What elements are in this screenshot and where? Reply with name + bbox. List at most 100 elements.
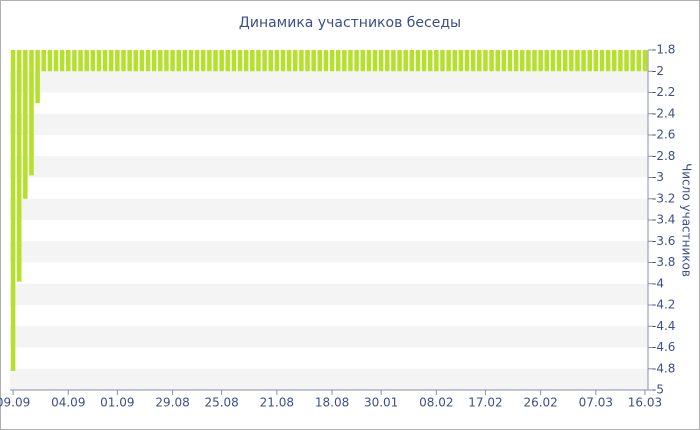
bar [262,50,267,72]
bar [231,50,237,72]
bar [562,50,568,72]
x-tick-label: 26.02 [523,396,557,410]
bar [544,50,550,72]
bar [501,50,507,72]
bar [268,50,273,72]
bar [305,50,310,72]
bar [274,50,280,72]
x-tick-label: 07.03 [579,396,613,410]
bar [115,50,120,72]
bar [385,50,390,72]
bar [421,50,427,72]
x-tick-label: 25.08 [204,396,238,410]
bar [10,50,16,371]
bar [207,50,212,72]
y-tick-label: -3.8 [652,255,675,269]
bar [335,50,341,72]
bar [323,50,329,72]
y-tick-label: -4.8 [652,361,675,375]
y-tick-label: -3.4 [652,213,675,227]
x-tick-label: 18.08 [315,396,349,410]
y-tick-label: -5 [652,383,664,397]
x-tick-label: 17.02 [468,396,502,410]
bar [452,50,458,72]
bar [556,50,562,72]
bar [121,50,126,72]
bar [458,50,464,72]
bar [23,50,28,199]
bar [29,50,34,176]
bar [219,50,224,72]
bar [470,50,476,72]
bar [427,50,433,72]
x-tick-label: 09.09 [0,396,30,410]
grid-band [10,113,648,135]
bar [618,50,623,72]
bar [164,50,169,72]
bar [225,50,231,72]
bar [415,50,421,72]
bar [624,50,629,72]
bar [587,50,592,72]
x-tick-label: 16.03 [628,396,662,410]
bar [96,50,102,72]
bar [569,50,574,72]
bar [593,50,599,72]
bar [397,50,402,72]
bar [526,50,531,72]
y-tick-label: -3.6 [652,234,675,248]
bar [483,50,488,72]
y-axis-label: Число участников [680,163,694,277]
bar [84,50,89,72]
chart-title: Динамика участников беседы [239,15,461,31]
y-tick-label: -2.8 [652,149,675,163]
bar [507,50,513,72]
bar [176,50,181,72]
bar [440,50,445,72]
y-tick-label: -1.8 [652,43,675,57]
bar [59,50,65,72]
bar [550,50,556,72]
bar [317,50,323,72]
x-tick-label: 21.08 [260,396,294,410]
bar [151,50,157,72]
grid-band [10,156,648,178]
bar [342,50,347,72]
bar [182,50,188,72]
bar [348,50,353,72]
grid-band [10,241,648,263]
bar [66,50,71,72]
bar [47,50,53,72]
bar [158,50,163,72]
bar [360,50,366,72]
bar [286,50,292,72]
bar [292,50,298,72]
y-tick-label: -3 [652,170,664,184]
y-tick-label: -2.6 [652,128,675,142]
bar [519,50,525,72]
bar [464,50,470,72]
bar [280,50,286,72]
bar [642,50,648,72]
grid-band [10,71,648,93]
bar [605,50,611,72]
bar [194,50,200,72]
bar [256,50,261,72]
x-tick-label: 30.01 [364,396,398,410]
y-tick-label: -4.6 [652,340,675,354]
x-tick-label: 01.09 [100,396,134,410]
x-tick-label: 08.02 [419,396,453,410]
bar [409,50,415,72]
bar [72,50,77,72]
y-tick-label: -2 [652,64,664,78]
bar [237,50,243,72]
grid-band [10,283,648,305]
y-tick-label: -4.4 [652,319,675,333]
bar [446,50,451,72]
grid-band [10,198,648,220]
bar [611,50,617,72]
bar [495,50,500,72]
bar [311,50,316,72]
bar [575,50,580,72]
